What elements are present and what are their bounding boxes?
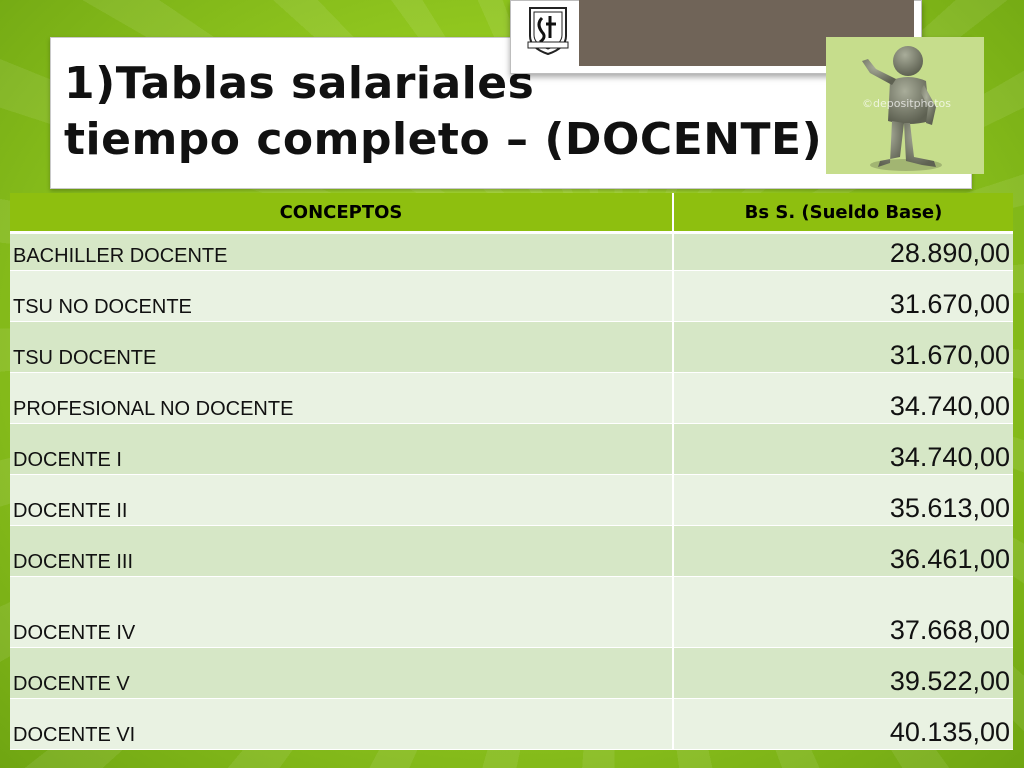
table-row: TSU NO DOCENTE 31.670,00	[10, 270, 1013, 322]
salary-table: CONCEPTOS Bs S. (Sueldo Base) BACHILLER …	[10, 193, 1013, 750]
row-concepto: DOCENTE V	[10, 647, 674, 699]
row-concepto: TSU DOCENTE	[10, 321, 674, 373]
figure-image	[826, 37, 984, 174]
row-sueldo: 40.135,00	[673, 698, 1013, 750]
table-row: DOCENTE IV 37.668,00	[10, 576, 1013, 648]
slide-title-line1: 1)Tablas salariales	[64, 58, 535, 109]
row-sueldo: 36.461,00	[673, 525, 1013, 577]
row-concepto: DOCENTE III	[10, 525, 674, 577]
table-row: TSU DOCENTE 31.670,00	[10, 321, 1013, 373]
table-header-row: CONCEPTOS Bs S. (Sueldo Base)	[10, 193, 1013, 234]
column-header-sueldo: Bs S. (Sueldo Base)	[673, 193, 1013, 234]
row-concepto: DOCENTE II	[10, 474, 674, 526]
table-row: DOCENTE III 36.461,00	[10, 525, 1013, 577]
watermark-text: ©depositphotos	[862, 97, 952, 110]
row-concepto: BACHILLER DOCENTE	[10, 232, 674, 271]
table-row: DOCENTE VI 40.135,00	[10, 698, 1013, 750]
row-sueldo: 31.670,00	[673, 270, 1013, 322]
row-sueldo: 35.613,00	[673, 474, 1013, 526]
slide-title-line2: tiempo completo – (DOCENTE)	[64, 114, 823, 165]
column-header-conceptos: CONCEPTOS	[10, 193, 674, 234]
pointing-figure-icon	[826, 37, 984, 174]
row-sueldo: 34.740,00	[673, 372, 1013, 424]
row-sueldo: 37.668,00	[673, 576, 1013, 648]
row-concepto: PROFESIONAL NO DOCENTE	[10, 372, 674, 424]
table-row: PROFESIONAL NO DOCENTE 34.740,00	[10, 372, 1013, 424]
row-sueldo: 39.522,00	[673, 647, 1013, 699]
institution-seal-icon	[524, 2, 572, 56]
row-sueldo: 34.740,00	[673, 423, 1013, 475]
table-row: BACHILLER DOCENTE 28.890,00	[10, 232, 1013, 271]
row-sueldo: 28.890,00	[673, 232, 1013, 271]
row-concepto: DOCENTE IV	[10, 576, 674, 648]
table-row: DOCENTE V 39.522,00	[10, 647, 1013, 699]
row-concepto: DOCENTE VI	[10, 698, 674, 750]
table-row: DOCENTE I 34.740,00	[10, 423, 1013, 475]
table-row: DOCENTE II 35.613,00	[10, 474, 1013, 526]
row-sueldo: 31.670,00	[673, 321, 1013, 373]
row-concepto: DOCENTE I	[10, 423, 674, 475]
row-concepto: TSU NO DOCENTE	[10, 270, 674, 322]
